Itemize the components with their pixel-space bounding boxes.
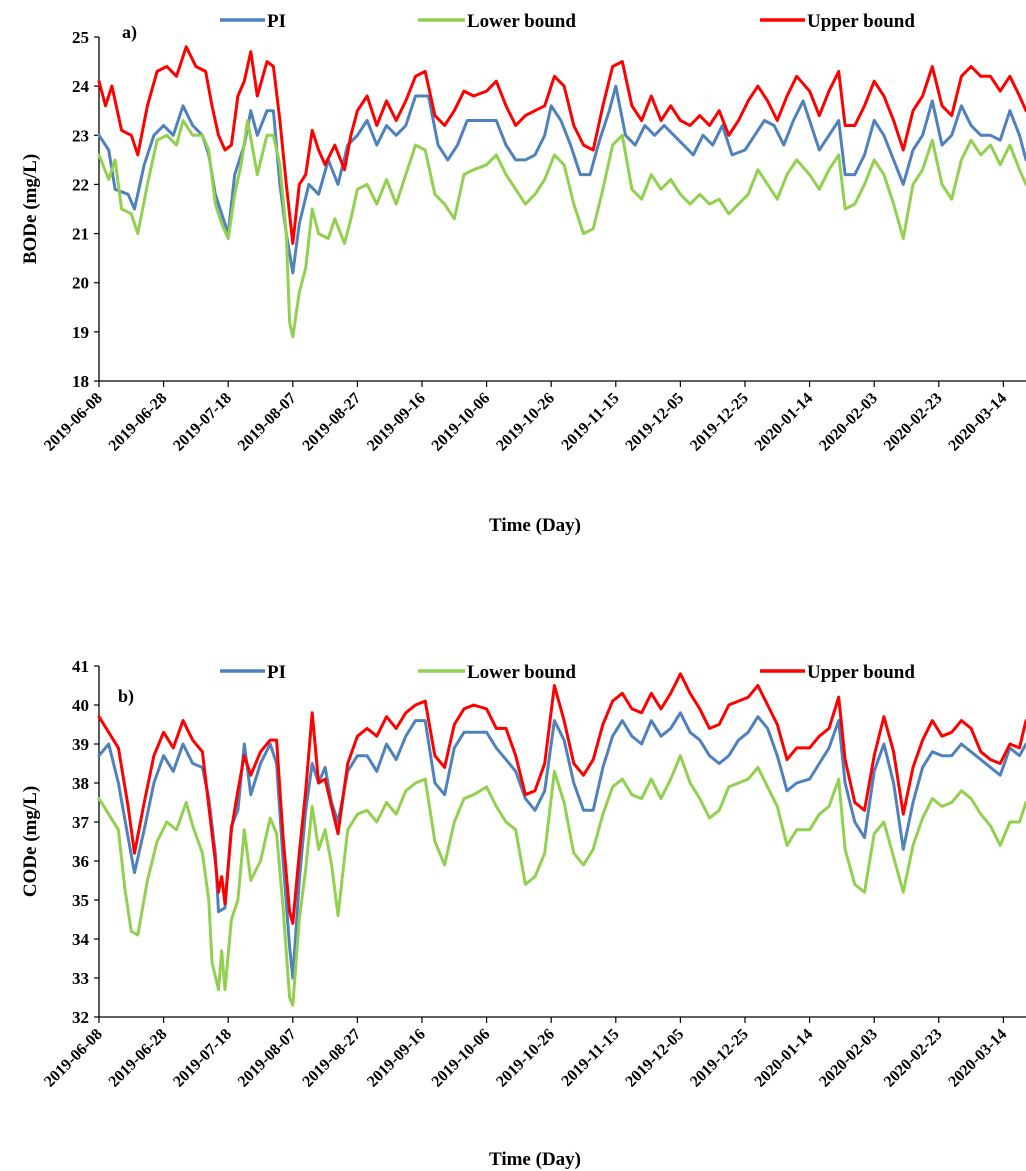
x-tick-label: 2019-08-07 <box>235 390 300 455</box>
x-axis-title: Time (Day) <box>489 515 581 536</box>
x-tick-label: 2019-11-15 <box>558 390 622 454</box>
y-tick-label: 25 <box>72 28 89 47</box>
x-tick-label: 2019-06-28 <box>106 1026 171 1091</box>
y-axis-title: BODe (mg/L) <box>20 154 41 264</box>
x-tick-label: 2019-10-06 <box>429 1026 494 1091</box>
x-tick-label: 2019-09-16 <box>364 1026 429 1091</box>
x-tick-label: 2019-08-07 <box>235 1026 300 1091</box>
series-line-pi <box>97 711 1026 980</box>
y-tick-label: 24 <box>72 77 90 96</box>
x-tick-label: 2019-12-05 <box>622 390 687 455</box>
panel-label: a) <box>122 22 137 43</box>
series-line-lower-bound <box>97 119 1026 339</box>
y-tick-label: 39 <box>72 735 89 754</box>
y-tick-label: 21 <box>72 225 89 244</box>
x-tick-label: 2019-11-15 <box>558 1026 622 1090</box>
x-tick-label: 2019-12-25 <box>687 1026 752 1091</box>
y-tick-label: 37 <box>72 813 90 832</box>
y-tick-label: 18 <box>72 372 89 391</box>
y-tick-label: 35 <box>72 891 89 910</box>
x-tick-label: 2020-02-03 <box>816 390 881 455</box>
x-tick-label: 2019-06-08 <box>41 1026 106 1091</box>
x-tick-label: 2019-12-05 <box>622 1026 687 1091</box>
x-tick-label: 2019-06-28 <box>106 390 171 455</box>
x-tick-label: 2019-12-25 <box>687 390 752 455</box>
y-tick-label: 19 <box>72 323 89 342</box>
x-tick-label: 2020-03-14 <box>945 390 1010 455</box>
x-tick-label: 2019-10-06 <box>429 390 494 455</box>
x-tick-label: 2020-02-03 <box>816 1026 881 1091</box>
y-tick-label: 20 <box>72 274 89 293</box>
x-tick-label: 2019-10-26 <box>493 390 558 455</box>
y-tick-label: 22 <box>72 175 89 194</box>
x-tick-label: 2019-09-16 <box>364 390 429 455</box>
y-tick-label: 38 <box>72 774 89 793</box>
series-line-upper-bound <box>97 45 1026 245</box>
y-tick-label: 33 <box>72 969 89 988</box>
y-tick-label: 40 <box>72 696 89 715</box>
x-tick-label: 2020-01-14 <box>752 390 817 455</box>
x-tick-label: 2019-06-08 <box>41 390 106 455</box>
legend-label: PI <box>267 662 286 683</box>
y-tick-label: 34 <box>72 930 90 949</box>
series-line-upper-bound <box>97 672 1026 925</box>
x-tick-label: 2020-01-14 <box>752 1026 817 1091</box>
x-tick-label: 2019-08-27 <box>299 390 364 455</box>
x-tick-label: 2019-07-18 <box>170 390 235 455</box>
y-tick-label: 23 <box>72 126 89 145</box>
legend-label: Lower bound <box>467 11 576 32</box>
panel-label: b) <box>118 686 134 707</box>
y-tick-label: 36 <box>72 852 89 871</box>
y-tick-label: 32 <box>72 1008 89 1027</box>
y-tick-label: 41 <box>72 657 89 676</box>
legend-label: Upper bound <box>807 662 915 683</box>
x-tick-label: 2020-02-23 <box>881 390 946 455</box>
x-axis-title: Time (Day) <box>489 1149 581 1170</box>
x-tick-label: 2020-02-23 <box>881 1026 946 1091</box>
x-tick-label: 2019-10-26 <box>493 1026 558 1091</box>
legend-label: Upper bound <box>807 11 915 32</box>
y-axis-title: CODe (mg/L) <box>20 786 41 897</box>
series-line-lower-bound <box>97 754 1026 1007</box>
x-tick-label: 2019-08-27 <box>299 1026 364 1091</box>
legend-label: Lower bound <box>467 662 576 683</box>
x-tick-label: 2020-03-14 <box>945 1026 1010 1091</box>
x-tick-label: 2019-07-18 <box>170 1026 235 1091</box>
legend-label: PI <box>267 11 286 32</box>
chart-panel-2: 32 33 34 35 36 37 38 39 40 41 2019-06-08 2019-06-28… <box>20 657 1026 1170</box>
